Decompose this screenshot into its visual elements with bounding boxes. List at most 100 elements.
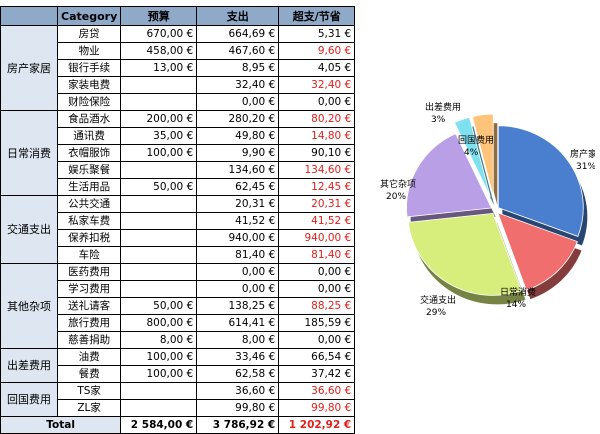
table-row: 日常消费 食品酒水 200,00 €280,20 €80,20 € [0, 110, 356, 196]
diff-cell: 80,20 € [278, 110, 356, 128]
budget-cell: 670,00 € [120, 25, 198, 43]
diff-cell: 41,52 € [278, 212, 356, 230]
pie-slice [406, 133, 493, 218]
item-cell: 物业 [56, 42, 122, 60]
item-cell: 房贷 [56, 25, 122, 43]
item-cell: 食品酒水 [56, 110, 122, 128]
slice-label: 其它杂项 [380, 178, 416, 190]
slice-percent: 20% [386, 192, 406, 202]
item-cell: 慈善捐助 [56, 331, 122, 349]
item-cell: 车险 [56, 246, 122, 264]
budget-cell [120, 229, 198, 247]
budget-cell [120, 246, 198, 264]
pie-slice [471, 113, 494, 197]
diff-cell: 37,42 € [278, 365, 356, 383]
diff-cell: 81,40 € [278, 246, 356, 264]
slice-percent: 31% [576, 162, 595, 172]
diff-cell: 36,60 € [278, 382, 356, 400]
group-label: 交通支出 [0, 195, 58, 264]
budget-cell: 100,00 € [120, 365, 198, 383]
budget-cell: 100,00 € [120, 348, 198, 366]
spent-cell: 62,45 € [196, 178, 280, 196]
budget-cell [120, 93, 198, 111]
item-cell: 通讯费 [56, 127, 122, 145]
group-label: 日常消费 [0, 110, 58, 196]
pie-slice [453, 116, 491, 197]
spent-cell: 138,25 € [196, 297, 280, 315]
item-cell: 银行手续 [56, 59, 122, 77]
slice-percent: 3% [431, 115, 446, 125]
table-row: 回国费用 TS家 36,60 €36,60 € [0, 382, 356, 417]
spent-cell: 8,95 € [196, 59, 280, 77]
budget-cell: 8,00 € [120, 331, 198, 349]
spent-cell: 41,52 € [196, 212, 280, 230]
spent-cell: 0,00 € [196, 280, 280, 298]
diff-cell: 185,59 € [278, 314, 356, 332]
slice-percent: 29% [426, 308, 446, 318]
table-row: 财险保险 0,00 €0,00 € [1, 93, 356, 111]
diff-cell: 66,54 € [278, 348, 356, 366]
diff-cell: 12,45 € [278, 178, 356, 196]
item-cell: 公共交通 [56, 195, 122, 213]
table-row: 衣帽服饰 100,00 €9,90 €90,10 € [1, 144, 356, 162]
spent-cell: 9,90 € [196, 144, 280, 162]
spent-cell: 49,80 € [196, 127, 280, 145]
slice-percent: 14% [506, 300, 526, 310]
budget-cell [120, 195, 198, 213]
item-cell: 娱乐聚餐 [56, 161, 122, 179]
spent-cell: 0,00 € [196, 93, 280, 111]
budget-cell [120, 161, 198, 179]
slice-label: 出差费用 [425, 101, 461, 113]
table-row: 交通支出 公共交通 20,31 €20,31 € [0, 195, 356, 264]
header-row: Category 预算 支出 超支/节省 [0, 6, 356, 26]
pie-slice [497, 125, 584, 237]
diff-cell: 20,31 € [278, 195, 356, 213]
slice-label: 回国费用 [458, 134, 494, 146]
header-empty-cell [0, 6, 58, 26]
spent-cell: 36,60 € [196, 382, 280, 400]
item-cell: 保养扣税 [56, 229, 122, 247]
table-row: 私家车费 41,52 €41,52 € [1, 212, 356, 230]
budget-cell: 200,00 € [120, 110, 198, 128]
budget-cell: 458,00 € [120, 42, 198, 60]
spent-cell: 467,60 € [196, 42, 280, 60]
diff-cell: 0,00 € [278, 331, 356, 349]
item-cell: 学习费用 [56, 280, 122, 298]
table-row: 学习费用 0,00 €0,00 € [1, 280, 356, 298]
item-cell: 私家车费 [56, 212, 122, 230]
group-label: 其他杂项 [0, 263, 58, 349]
item-cell: 油费 [56, 348, 122, 366]
total-budget: 2 584,00 € [120, 416, 198, 434]
diff-cell: 32,40 € [278, 76, 356, 94]
spent-cell: 134,60 € [196, 161, 280, 179]
budget-table: Category 预算 支出 超支/节省 房产家居 房贷 670,00 €664,6… [0, 6, 356, 434]
slice-label: 房产家居 [570, 148, 595, 160]
total-label: Total [0, 416, 122, 434]
item-cell: 财险保险 [56, 93, 122, 111]
budget-cell: 50,00 € [120, 178, 198, 196]
item-cell: TS家 [56, 382, 122, 400]
header-diff: 超支/节省 [278, 6, 356, 26]
diff-cell: 134,60 € [278, 161, 356, 179]
table-row: 车险 81,40 €81,40 € [1, 246, 356, 264]
total-diff: 1 202,92 € [278, 416, 356, 434]
item-cell: 家装电费 [56, 76, 122, 94]
budget-cell [120, 212, 198, 230]
slice-label: 交通支出 [420, 294, 456, 306]
table-row: 其他杂项 医药费用 0,00 €0,00 € [0, 263, 356, 349]
item-cell: 生活用品 [56, 178, 122, 196]
group-label: 回国费用 [0, 382, 58, 417]
item-cell: 餐费 [56, 365, 122, 383]
table-row: 生活用品 50,00 €62,45 €12,45 € [1, 178, 356, 196]
slice-percent: 4% [464, 148, 479, 158]
budget-cell: 100,00 € [120, 144, 198, 162]
item-cell: 衣帽服饰 [56, 144, 122, 162]
diff-cell: 4,05 € [278, 59, 356, 77]
spent-cell: 280,20 € [196, 110, 280, 128]
spent-cell: 81,40 € [196, 246, 280, 264]
spent-cell: 8,00 € [196, 331, 280, 349]
spent-cell: 32,40 € [196, 76, 280, 94]
total-spent: 3 786,92 € [196, 416, 280, 434]
table-row: 房产家居 房贷 670,00 €664,69 €5,31 € [0, 25, 356, 111]
header-spent: 支出 [196, 6, 280, 26]
